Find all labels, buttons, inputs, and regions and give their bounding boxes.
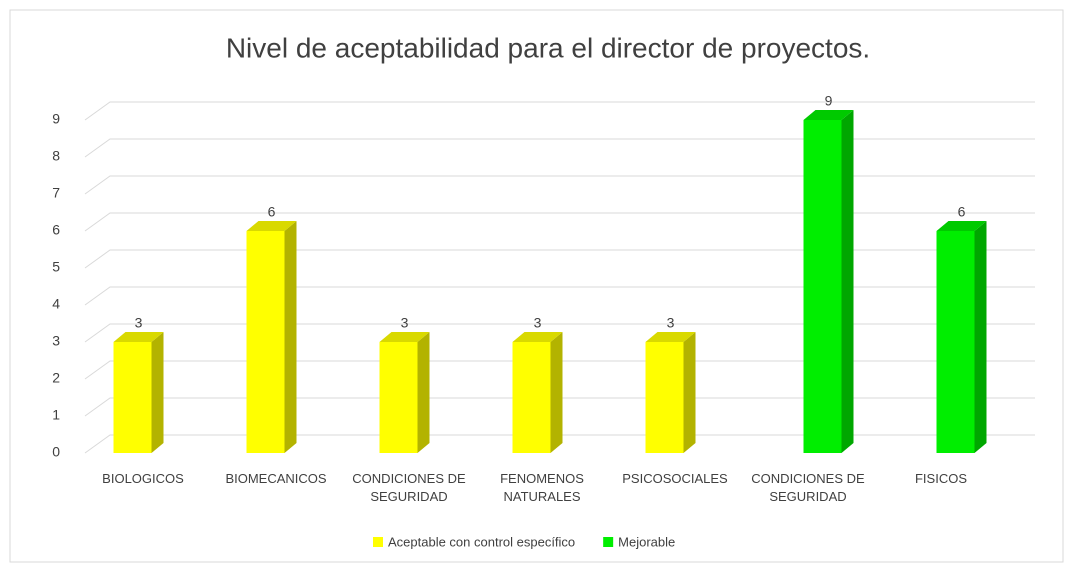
y-tick-label: 8 — [52, 148, 60, 164]
grid-line — [84, 249, 1035, 269]
bar — [645, 342, 684, 453]
legend-swatch — [373, 537, 383, 547]
grid-line — [84, 286, 1035, 306]
bar — [113, 342, 152, 453]
legend-swatch — [603, 537, 614, 547]
value-label: 9 — [825, 93, 833, 109]
y-tick-label: 0 — [52, 444, 60, 460]
y-tick-label: 3 — [52, 333, 60, 349]
legend-label: Aceptable con control específico — [388, 534, 575, 549]
grid-line — [84, 212, 1035, 232]
y-tick-label: 9 — [52, 111, 60, 127]
grid-line — [84, 323, 1035, 343]
y-tick-label: 1 — [52, 407, 60, 423]
bar — [246, 231, 285, 453]
x-tick-label: BIOLOGICOS — [102, 471, 184, 486]
bar-top — [379, 332, 430, 342]
legend-label: Mejorable — [618, 534, 675, 549]
x-tick-label: FENOMENOS NATURALES — [500, 471, 584, 504]
grid-line — [84, 434, 1035, 454]
grid-line — [84, 397, 1035, 417]
value-label: 3 — [401, 315, 409, 331]
grid-line — [84, 175, 1035, 195]
bar — [803, 120, 842, 453]
x-tick-label: PSICOSOCIALES — [622, 471, 728, 486]
bar-top — [113, 332, 164, 342]
bar-top — [512, 332, 563, 342]
bar-side — [417, 332, 430, 453]
bar-side — [841, 110, 854, 453]
value-label: 3 — [667, 315, 675, 331]
bar — [379, 342, 418, 453]
x-tick-label: FISICOS — [914, 471, 967, 486]
bar-side — [974, 221, 987, 453]
value-label: 3 — [534, 315, 542, 331]
x-tick-label: CONDICIONES DE SEGURIDAD — [751, 471, 865, 504]
bar — [936, 231, 975, 453]
grid-line — [84, 138, 1035, 158]
bar — [512, 342, 551, 453]
bar-side — [284, 221, 297, 453]
value-label: 3 — [135, 315, 143, 331]
bar-top — [645, 332, 696, 342]
grid-line — [84, 101, 1035, 121]
bar-top — [936, 221, 987, 231]
y-tick-label: 4 — [52, 296, 60, 312]
bar-top — [246, 221, 297, 231]
value-label: 6 — [958, 204, 966, 220]
x-tick-label: BIOMECANICOS — [225, 471, 327, 486]
bar-top — [803, 110, 854, 120]
y-tick-label: 6 — [52, 222, 60, 238]
bar-side — [151, 332, 164, 453]
grid-line — [84, 360, 1035, 380]
bar-side — [550, 332, 563, 453]
chart-title: Nivel de aceptabilidad para el director … — [226, 32, 870, 63]
x-tick-label: CONDICIONES DE SEGURIDAD — [352, 471, 466, 504]
value-label: 6 — [268, 204, 276, 220]
y-tick-label: 5 — [52, 259, 60, 275]
y-tick-label: 7 — [52, 185, 60, 201]
y-tick-label: 2 — [52, 370, 60, 386]
bar-side — [683, 332, 696, 453]
